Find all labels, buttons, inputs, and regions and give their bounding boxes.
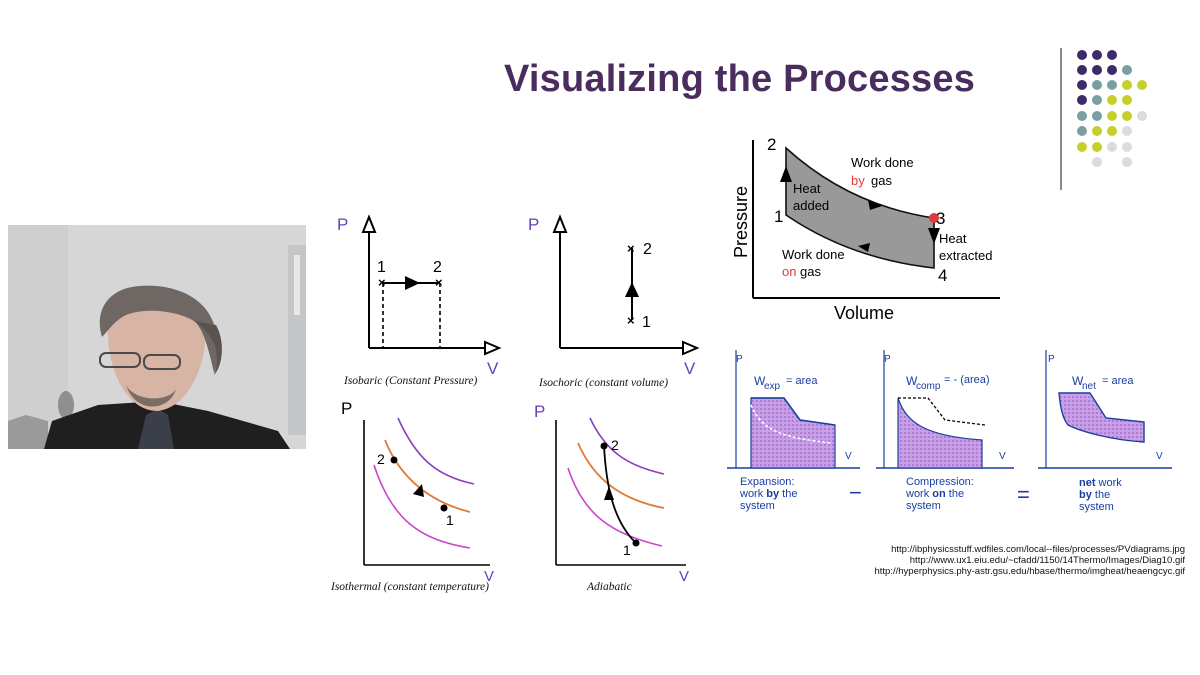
adiabatic-point-2: 2 <box>611 437 619 453</box>
work-by-gas: gas <box>871 173 892 188</box>
isochoric-diagram: P V × × 2 1 <box>528 214 700 378</box>
net-cap1b: work <box>1096 477 1123 489</box>
net-w-rest: = area <box>1102 375 1134 387</box>
expansion-cap2a: work <box>739 488 766 500</box>
isobaric-point-1: 1 <box>377 259 386 276</box>
isobaric-diagram: P V × × 1 2 <box>337 214 502 378</box>
adiabatic-v-label: V <box>679 568 689 585</box>
heat-extracted-line2: extracted <box>939 248 992 263</box>
isothermal-diagram: P V 2 1 <box>341 399 494 585</box>
expansion-w: W <box>754 374 766 388</box>
adiabatic-p-label: P <box>534 402 545 421</box>
svg-text:by the: by the <box>1079 489 1110 501</box>
adiabatic-point-1: 1 <box>623 542 631 558</box>
heat-added-line2: added <box>793 198 829 213</box>
work-by-line1: Work done <box>851 155 914 170</box>
compression-w-rest: = - (area) <box>944 374 990 386</box>
work-on-gas: gas <box>800 264 821 279</box>
net-cap3: system <box>1079 501 1114 513</box>
isobaric-v-label: V <box>487 359 499 378</box>
svg-text:×: × <box>378 275 386 290</box>
expansion-cap1: Expansion: <box>740 476 794 488</box>
isobaric-p-label: P <box>337 215 348 234</box>
minus-sign: − <box>849 480 862 505</box>
isochoric-p-label: P <box>528 215 539 234</box>
svg-text:×: × <box>627 313 635 328</box>
adiabatic-diagram: P V 2 1 <box>534 402 689 585</box>
work-by-word: by <box>851 173 865 188</box>
net-cap2b: the <box>1092 489 1110 501</box>
compression-cap2b: on <box>932 488 946 500</box>
isothermal-v-label: V <box>484 568 494 585</box>
isobaric-point-2: 2 <box>433 259 442 276</box>
expansion-cap2c: the <box>779 488 797 500</box>
reference-url[interactable]: http://ibphysicsstuff.wdfiles.com/local-… <box>891 544 1185 555</box>
webcam-feed <box>8 225 306 449</box>
slide-title: Visualizing the Processes <box>504 58 976 100</box>
net-p: P <box>1048 354 1055 365</box>
net-w-sub: net <box>1082 381 1096 392</box>
compression-cap2a: work <box>905 488 932 500</box>
expansion-p: P <box>736 354 743 365</box>
cycle-point-1: 1 <box>774 207 783 226</box>
heat-added-line1: Heat <box>793 181 821 196</box>
references: http://ibphysicsstuff.wdfiles.com/local-… <box>874 544 1185 577</box>
work-on-line1: Work done <box>782 247 845 262</box>
net-cap1a: net <box>1079 477 1096 489</box>
net-w: W <box>1072 374 1084 388</box>
expansion-cap2b: by <box>766 488 780 500</box>
isothermal-caption: Isothermal (constant temperature) <box>331 581 489 593</box>
cycle-point-2: 2 <box>767 135 776 154</box>
reference-url[interactable]: http://hyperphysics.phy-astr.gsu.edu/hba… <box>874 566 1185 577</box>
isothermal-point-2: 2 <box>377 451 385 467</box>
compression-w: W <box>906 374 918 388</box>
svg-text:×: × <box>627 241 635 256</box>
compression-cap1: Compression: <box>906 476 974 488</box>
expansion-v: V <box>845 451 852 462</box>
isochoric-point-1: 1 <box>642 314 651 331</box>
compression-cap2c: the <box>946 488 964 500</box>
compression-p: P <box>884 354 891 365</box>
compression-w-sub: comp <box>916 381 941 392</box>
expansion-w-rest: = area <box>786 375 818 387</box>
cycle-y-label: Pressure <box>731 186 751 258</box>
net-v: V <box>1156 451 1163 462</box>
isobaric-caption: Isobaric (Constant Pressure) <box>344 375 478 387</box>
work-on-word: on <box>782 264 796 279</box>
expansion-w-sub: exp <box>764 381 781 392</box>
equals-sign: = <box>1017 482 1030 507</box>
expansion-panel: P V W exp = area Expansion: work by the … <box>727 350 860 512</box>
heat-extracted-line1: Heat <box>939 231 967 246</box>
net-panel: P V W net = area net work by the system <box>1038 350 1172 513</box>
svg-text:×: × <box>435 275 443 290</box>
compression-panel: P V W comp = - (area) Compression: work … <box>876 350 1014 512</box>
svg-text:work on the: work on the <box>905 488 964 500</box>
net-cap2a: by <box>1079 489 1093 501</box>
reference-url[interactable]: http://www.ux1.eiu.edu/~cfadd/1150/14The… <box>909 555 1185 566</box>
adiabatic-caption: Adiabatic <box>587 581 632 593</box>
cycle-point-4: 4 <box>938 266 947 285</box>
svg-text:work by the: work by the <box>739 488 797 500</box>
expansion-cap3: system <box>740 500 775 512</box>
svg-text:net work: net work <box>1079 477 1122 489</box>
cycle-x-label: Volume <box>834 303 894 323</box>
isothermal-point-1: 1 <box>446 512 454 528</box>
isothermal-p-label: P <box>341 399 352 418</box>
isochoric-v-label: V <box>684 359 696 378</box>
compression-v: V <box>999 451 1006 462</box>
isochoric-caption: Isochoric (constant volume) <box>539 377 669 389</box>
cycle-point-3: 3 <box>936 209 945 228</box>
compression-cap3: system <box>906 500 941 512</box>
decor-divider <box>1060 48 1062 190</box>
isochoric-point-2: 2 <box>643 241 652 258</box>
